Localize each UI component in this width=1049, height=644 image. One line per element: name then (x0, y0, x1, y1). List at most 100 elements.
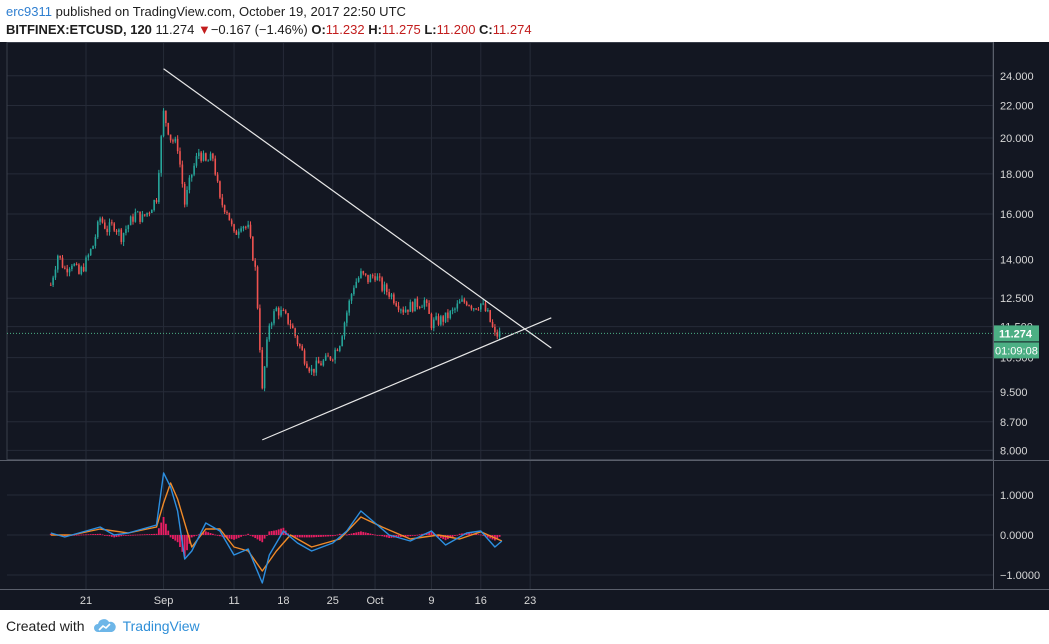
macd-histogram-bar (416, 534, 419, 536)
candle-body (468, 305, 470, 307)
macd-histogram-bar (404, 535, 407, 537)
candle-body (397, 305, 400, 310)
candle-body (390, 294, 393, 297)
macd-histogram-bar (360, 531, 362, 535)
macd-histogram-bar (334, 535, 336, 536)
close-label: C: (479, 22, 493, 37)
candle-body (104, 222, 106, 229)
ascending-trendline[interactable] (262, 317, 552, 441)
macd-histogram-bar (127, 535, 130, 536)
candle-body (292, 325, 294, 329)
time-axis-label: 11 (228, 595, 239, 607)
macd-histogram-bar (261, 535, 264, 543)
last-price-tag (994, 325, 1039, 342)
candle-body (418, 306, 421, 308)
macd-histogram-bar (212, 533, 214, 535)
macd-histogram-bar (348, 534, 351, 535)
candle-body (249, 224, 252, 237)
symbol-name[interactable]: BITFINEX:ETCUSD, 120 (6, 22, 152, 37)
macd-histogram-bar (442, 535, 445, 540)
macd-histogram-bar (179, 535, 181, 547)
candle-body (169, 134, 172, 141)
price-axis-label: 16.000 (1000, 209, 1034, 221)
macd-histogram-bar (308, 535, 311, 538)
macd-histogram-bar (327, 535, 329, 537)
candle-body (82, 267, 85, 272)
candle-body (465, 302, 468, 306)
candle-body (155, 200, 158, 203)
macd-histogram-bar (407, 535, 409, 537)
candle-body (68, 269, 71, 273)
macd-histogram-bar (195, 535, 198, 536)
candle-body (167, 122, 170, 135)
candle-body (141, 214, 144, 222)
candle-body (433, 319, 435, 329)
candle-body (165, 110, 167, 123)
chart-canvas[interactable]: 24.000 22.000 20.000 18.000 16.000 14.000 12.5… (0, 42, 1049, 610)
macd-histogram-bar (78, 534, 80, 536)
countdown-tag (994, 342, 1039, 359)
macd-histogram-bar (89, 534, 92, 535)
candle-body (386, 284, 388, 293)
candle-body (207, 160, 209, 162)
macd-histogram-bar (336, 534, 339, 536)
candle-body (237, 231, 240, 235)
macd-histogram-bar (155, 533, 158, 535)
candle-body (461, 299, 463, 302)
candle-body (99, 218, 101, 222)
macd-histogram-bar (465, 532, 468, 535)
candle-body (423, 300, 426, 307)
candle-body (477, 309, 480, 311)
macd-histogram-bar (371, 534, 374, 535)
descending-trendline[interactable] (163, 68, 552, 349)
candle-body (369, 275, 372, 283)
candle-body (334, 349, 336, 360)
macd-histogram-bar (378, 535, 381, 536)
candle-body (400, 309, 402, 311)
macd-histogram-bar (193, 535, 195, 537)
candle-body (108, 222, 111, 233)
macd-histogram-bar (367, 533, 369, 535)
candle-body (221, 197, 224, 206)
candle-body (52, 277, 54, 285)
macd-histogram-bar (475, 533, 477, 535)
candle-body (148, 212, 151, 214)
macd-histogram-bar (437, 535, 440, 537)
candle-body (92, 245, 94, 249)
macd-histogram-bar (110, 535, 113, 537)
macd-histogram-bar (94, 534, 97, 535)
close-value: 11.274 (492, 22, 532, 37)
macd-histogram-bar (129, 534, 132, 536)
candle-body (336, 349, 339, 351)
candle-body (136, 211, 139, 213)
macd-histogram-bar (125, 535, 127, 536)
candle-body (393, 294, 395, 304)
candle-body (176, 138, 179, 152)
candle-body (451, 309, 454, 311)
candle-body (303, 350, 306, 364)
macd-histogram-bar (259, 535, 261, 541)
macd-histogram-bar (296, 535, 299, 538)
candle-body (491, 321, 494, 327)
macd-histogram-bar (134, 534, 137, 536)
macd-histogram-bar (82, 534, 85, 536)
candle-body (195, 156, 198, 166)
tradingview-brand-link[interactable]: TradingView (122, 618, 200, 634)
macd-histogram-bar (207, 532, 210, 535)
author-link[interactable]: erc9311 (6, 4, 53, 19)
price-axis-label: 8.700 (1000, 417, 1028, 429)
candle-body (428, 303, 430, 314)
low-value: 11.200 (436, 22, 476, 37)
candle-body (59, 255, 61, 258)
macd-histogram-bar (103, 535, 106, 536)
macd-histogram-bar (139, 534, 141, 536)
macd-histogram-bar (75, 534, 78, 536)
candle-body (198, 152, 200, 157)
macd-histogram-bar (256, 535, 259, 540)
candle-body (125, 229, 127, 233)
macd-histogram-bar (172, 535, 174, 539)
candle-body (447, 312, 449, 319)
candle-body (414, 298, 416, 312)
price-axis-label: 12.500 (1000, 293, 1034, 305)
candle-body (160, 136, 162, 173)
